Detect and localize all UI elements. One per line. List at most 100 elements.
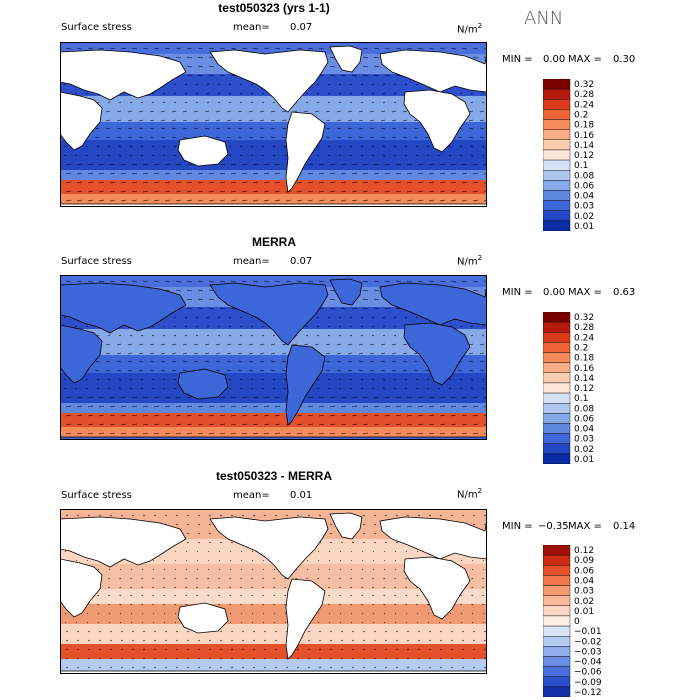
europe-asia-west	[379, 49, 487, 93]
panel-2-max-value: 0.63	[613, 287, 636, 298]
colorbar-swatch-12	[543, 200, 571, 211]
panel-2-map	[60, 275, 487, 440]
colorbar-swatch-8	[543, 159, 571, 171]
map-frame	[60, 42, 487, 207]
colorbar-swatch-3	[543, 575, 571, 586]
south-america	[285, 111, 326, 193]
stress-band-0	[60, 275, 487, 287]
colorbar-swatch-10	[543, 180, 571, 191]
colorbar-swatch-11	[543, 190, 571, 201]
colorbar-label-5: 0.02	[574, 597, 594, 607]
panel-3-mean-value: 0.01	[290, 490, 313, 501]
colorbar-label-13: 0.02	[574, 445, 594, 455]
land-masses	[60, 512, 487, 674]
panel-3-title: test050323 - MERRA	[215, 469, 333, 483]
colorbar-swatch-14	[543, 686, 571, 697]
panel-2-mean-label: mean=	[233, 256, 270, 267]
colorbar-swatch-14	[543, 453, 571, 464]
stress-band-6	[60, 403, 487, 413]
colorbar-label-3: 0.2	[574, 111, 588, 121]
colorbar-label-6: 0.01	[574, 607, 594, 617]
stress-band-4	[60, 355, 487, 373]
colorbar-swatch-1	[543, 88, 571, 100]
africa-right	[403, 322, 471, 386]
colorbar-swatch-4	[543, 119, 571, 130]
colorbar-label-5: 0.16	[574, 364, 594, 374]
panel-3-max-value: 0.14	[613, 521, 636, 532]
panel-2-colorbar: 0.320.280.240.20.180.160.140.120.10.080.…	[543, 312, 594, 464]
map-frame	[60, 275, 487, 440]
colorbar-label-13: −0.09	[574, 678, 602, 688]
colorbar-swatch-0	[543, 312, 571, 323]
north-america	[209, 516, 329, 580]
colorbar-swatch-0	[543, 545, 571, 556]
africa-right	[403, 89, 471, 153]
colorbar-swatch-13	[543, 210, 571, 222]
stress-band-4	[60, 604, 487, 624]
australia	[177, 602, 229, 634]
greenland	[329, 512, 363, 540]
colorbar-swatch-6	[543, 139, 571, 151]
colorbar-swatch-14	[543, 220, 571, 231]
colorbar-label-3: 0.04	[574, 577, 594, 587]
colorbar-swatch-2	[543, 565, 571, 576]
panel-1-mean-value: 0.07	[290, 22, 313, 33]
colorbar-label-4: 0.18	[574, 354, 594, 364]
stress-band-5	[60, 624, 487, 644]
panel-2-max-label: MAX =	[568, 287, 602, 298]
africa	[60, 558, 103, 618]
colorbar-label-12: 0.03	[574, 202, 594, 212]
colorbar-label-14: 0.01	[574, 222, 594, 231]
colorbar-label-11: −0.04	[574, 658, 602, 668]
colorbar-label-7: 0.12	[574, 384, 594, 394]
greenland	[329, 278, 363, 306]
colorbar-swatch-10	[543, 413, 571, 424]
europe-asia-west	[379, 282, 487, 326]
stress-band-0	[60, 42, 487, 54]
panel-3-max-label: MAX =	[568, 521, 602, 532]
stress-band-4	[60, 122, 487, 140]
stress-band-7	[60, 659, 487, 674]
colorbar-swatch-11	[543, 656, 571, 667]
colorbar-label-7: 0	[574, 617, 580, 627]
asia	[60, 49, 187, 101]
panel-1-map	[60, 42, 487, 207]
colorbar-swatch-3	[543, 342, 571, 353]
asia	[60, 282, 187, 334]
colorbar-label-11: 0.04	[574, 425, 594, 435]
colorbar-label-10: −0.03	[574, 647, 602, 657]
colorbar-label-1: 0.28	[574, 90, 594, 100]
stress-vectors	[61, 280, 487, 435]
africa	[60, 91, 103, 151]
panel-1-title: test050323 (yrs 1-1)	[218, 1, 330, 15]
colorbar-swatch-9	[543, 635, 571, 647]
colorbar-swatch-9	[543, 402, 571, 414]
colorbar-swatch-4	[543, 585, 571, 596]
colorbar-swatch-13	[543, 443, 571, 455]
colorbar-swatch-5	[543, 362, 571, 374]
panel-2-variable: Surface stress	[61, 256, 132, 267]
colorbar-label-7: 0.12	[574, 151, 594, 161]
stress-band-6	[60, 644, 487, 659]
panel-2-mean-value: 0.07	[290, 256, 313, 267]
colorbar-swatch-5	[543, 129, 571, 141]
south-america	[285, 344, 326, 426]
colorbar-swatch-7	[543, 382, 571, 394]
colorbar-swatch-4	[543, 352, 571, 363]
colorbar-swatch-12	[543, 666, 571, 677]
panel-1-max-label: MAX =	[568, 54, 602, 65]
panel-3-variable: Surface stress	[61, 490, 132, 501]
colorbar-swatch-8	[543, 392, 571, 404]
map-frame	[60, 509, 487, 674]
colorbar-swatch-6	[543, 605, 571, 617]
stress-band-7	[60, 180, 487, 194]
colorbar-swatch-0	[543, 79, 571, 90]
panel-2-min-label: MIN =	[502, 287, 533, 298]
panel-1-min-value: 0.00	[543, 54, 566, 65]
north-america	[209, 49, 329, 113]
season-label: ANN	[524, 8, 564, 29]
colorbar-label-6: 0.14	[574, 374, 594, 384]
australia	[177, 135, 229, 167]
panel-2-units: N/m2	[457, 254, 483, 268]
stress-band-6	[60, 170, 487, 180]
